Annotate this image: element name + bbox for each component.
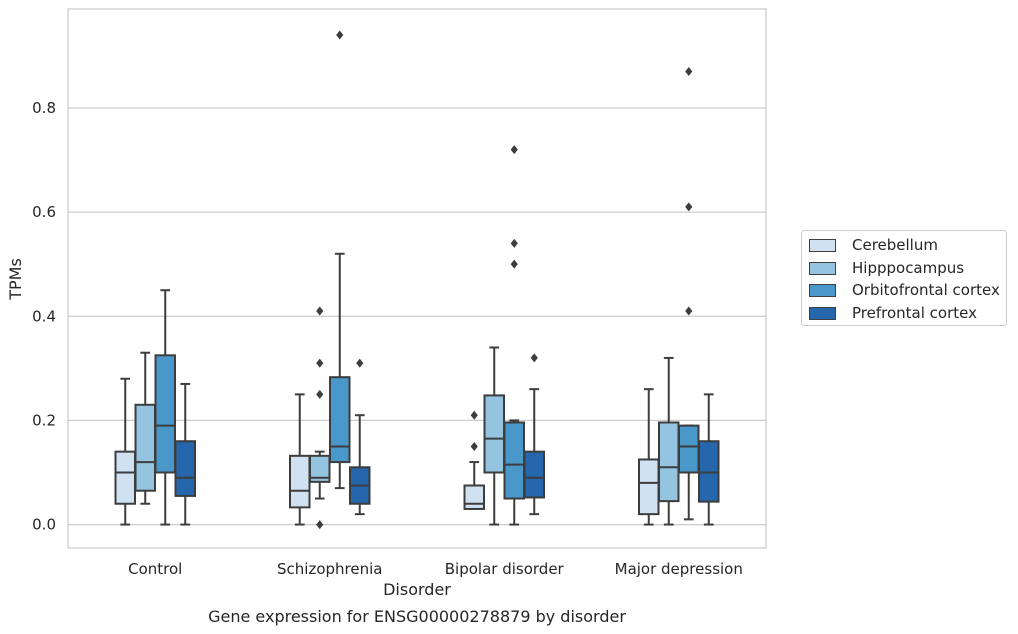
y-tick-label: 0.0 bbox=[32, 516, 56, 534]
box-schizophrenia-cerebellum bbox=[289, 393, 311, 526]
outlier-point bbox=[685, 306, 693, 316]
box-iqr bbox=[154, 354, 176, 474]
box-iqr bbox=[503, 421, 525, 500]
outlier-point bbox=[685, 202, 693, 212]
x-tick-label-bipolar-disorder: Bipolar disorder bbox=[445, 560, 565, 578]
y-tick-label: 0.6 bbox=[32, 203, 56, 221]
legend-label-hippocampus: Hipppocampus bbox=[852, 259, 965, 277]
box-bipolar-disorder-prefrontal-cortex bbox=[523, 353, 545, 516]
outlier-point bbox=[356, 358, 364, 368]
box-iqr bbox=[463, 484, 485, 510]
x-tick-label-control: Control bbox=[128, 560, 182, 578]
legend-swatch-orbitofrontal-cortex bbox=[809, 283, 836, 297]
outlier-point bbox=[316, 306, 324, 316]
box-major-depression-cerebellum bbox=[638, 388, 660, 526]
box-iqr bbox=[329, 376, 351, 464]
box-iqr bbox=[483, 394, 505, 474]
legend-label-prefrontal-cortex: Prefrontal cortex bbox=[852, 304, 977, 322]
y-tick-label: 0.2 bbox=[32, 411, 56, 429]
box-iqr bbox=[289, 454, 311, 509]
y-axis-title: TPMs bbox=[6, 258, 25, 301]
box-major-depression-prefrontal-cortex bbox=[698, 393, 720, 526]
legend-swatch-hippocampus bbox=[809, 261, 836, 275]
outlier-point bbox=[316, 389, 324, 399]
box-schizophrenia-hipppocampus bbox=[309, 306, 331, 530]
box-iqr bbox=[638, 458, 660, 516]
outlier-point bbox=[470, 441, 478, 451]
box-iqr bbox=[134, 403, 156, 492]
x-axis-title: Disorder bbox=[383, 580, 451, 599]
box-bipolar-disorder-orbitofrontal-cortex bbox=[503, 145, 525, 526]
box-iqr bbox=[523, 450, 545, 499]
legend-swatch-cerebellum bbox=[809, 238, 836, 252]
box-iqr bbox=[309, 454, 331, 483]
outlier-point bbox=[316, 520, 324, 530]
chart-caption: Gene expression for ENSG00000278879 by d… bbox=[208, 607, 626, 626]
outlier-point bbox=[510, 238, 518, 248]
legend-swatch-prefrontal-cortex bbox=[809, 306, 836, 320]
y-tick-label: 0.8 bbox=[32, 99, 56, 117]
legend-label-orbitofrontal-cortex: Orbitofrontal cortex bbox=[852, 281, 1000, 299]
box-iqr bbox=[174, 440, 196, 497]
box-bipolar-disorder-cerebellum bbox=[463, 410, 485, 510]
outlier-point bbox=[470, 410, 478, 420]
box-iqr bbox=[658, 421, 680, 503]
box-control-prefrontal-cortex bbox=[174, 382, 196, 526]
legend-label-cerebellum: Cerebellum bbox=[852, 236, 938, 254]
box-schizophrenia-orbitofrontal-cortex bbox=[329, 30, 351, 490]
box-control-cerebellum bbox=[114, 377, 136, 526]
legend-item-cerebellum: Cerebellum bbox=[809, 235, 938, 255]
box-control-orbitofrontal-cortex bbox=[154, 289, 176, 526]
box-schizophrenia-prefrontal-cortex bbox=[349, 358, 371, 516]
legend-item-hippocampus: Hipppocampus bbox=[809, 258, 964, 278]
legend-item-orbitofrontal-cortex: Orbitofrontal cortex bbox=[809, 280, 1000, 300]
plot-frame bbox=[67, 8, 767, 549]
x-tick-label-major-depression: Major depression bbox=[615, 560, 743, 578]
outlier-point bbox=[510, 145, 518, 155]
axis-ticks: 0.0 0.2 0.4 0.6 0.8 Control Schizophrenia Bipol… bbox=[32, 99, 743, 578]
box-control-hipppocampus bbox=[134, 351, 156, 505]
box-iqr bbox=[114, 450, 136, 505]
box-iqr bbox=[698, 440, 720, 503]
box-major-depression-orbitofrontal-cortex bbox=[678, 66, 700, 521]
outlier-point bbox=[530, 353, 538, 363]
legend: Cerebellum Hipppocampus Orbitofrontal co… bbox=[801, 230, 1007, 326]
y-tick-label: 0.4 bbox=[32, 307, 56, 325]
box-iqr bbox=[678, 424, 700, 474]
legend-item-prefrontal-cortex: Prefrontal cortex bbox=[809, 303, 977, 323]
outlier-point bbox=[336, 30, 344, 40]
outlier-point bbox=[685, 66, 693, 76]
outlier-point bbox=[316, 358, 324, 368]
x-tick-label-schizophrenia: Schizophrenia bbox=[277, 560, 382, 578]
outlier-point bbox=[510, 259, 518, 269]
box-series bbox=[114, 30, 720, 530]
